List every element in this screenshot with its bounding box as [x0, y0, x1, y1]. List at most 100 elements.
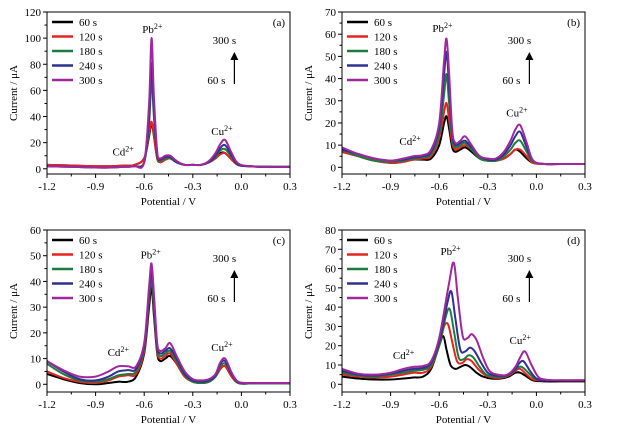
- chart-panel-1: -1.2 -0.9 -0.6 -0.3 0.0 0.3 0 20 40 60 80 100 120 Pot…: [8, 7, 297, 208]
- legend: 60 s 120 s 180 s 240 s 300 s: [347, 235, 398, 305]
- arrow-top-label: 300 s: [508, 253, 532, 265]
- x-tick-label: -1.2: [38, 181, 55, 193]
- series-line-60-s: [47, 122, 290, 168]
- arrow-bottom-label: 60 s: [502, 293, 520, 305]
- peak-label-pb: Pb2+: [142, 22, 163, 36]
- series-line-240-s: [342, 290, 585, 382]
- x-tick-label: 0.0: [530, 181, 544, 193]
- legend-label: 180 s: [374, 264, 398, 276]
- x-axis-label: Potential / V: [141, 414, 196, 426]
- arrow-top-label: 300 s: [213, 35, 237, 47]
- y-axis-label: Current / μA: [303, 65, 315, 121]
- y-tick-label: 0: [331, 162, 337, 174]
- series-lines: [47, 262, 290, 386]
- arrow-bottom-label: 60 s: [207, 75, 225, 87]
- y-tick-label: 0: [36, 164, 42, 176]
- y-tick-label: 60: [325, 264, 337, 276]
- legend-label: 240 s: [374, 279, 398, 291]
- series-line-300-s: [342, 37, 585, 166]
- legend-label: 120 s: [79, 32, 103, 44]
- panel-label: (c): [273, 235, 286, 247]
- series-line-240-s: [342, 50, 585, 166]
- x-tick-label: -0.9: [382, 399, 400, 411]
- x-axis-label: Potential / V: [436, 196, 491, 208]
- legend-label: 60 s: [374, 235, 392, 247]
- y-tick-label: 20: [30, 328, 42, 340]
- y-axis-label: Current / μA: [8, 283, 20, 339]
- arrow-up-icon: [230, 52, 239, 60]
- y-tick-label: 30: [325, 321, 337, 333]
- arrow-up-icon: [525, 270, 534, 278]
- y-tick-label: 10: [325, 360, 337, 372]
- arrow-bottom-label: 60 s: [502, 75, 520, 87]
- y-tick-label: 20: [325, 341, 337, 353]
- y-tick-label: 50: [325, 51, 337, 63]
- series-line-120-s: [47, 275, 290, 385]
- panel-label: (a): [273, 17, 286, 29]
- x-tick-label: 0.3: [283, 181, 297, 193]
- y-tick-label: 0: [331, 379, 337, 391]
- legend-label: 180 s: [79, 264, 103, 276]
- y-tick-label: 60: [325, 29, 337, 41]
- series-line-300-s: [342, 261, 585, 382]
- y-axis-label: Current / μA: [8, 65, 20, 121]
- legend: 60 s 120 s 180 s 240 s 300 s: [52, 235, 103, 305]
- y-tick-label: 60: [30, 85, 42, 97]
- y-tick-label: 40: [30, 112, 42, 124]
- legend-label: 180 s: [79, 46, 103, 58]
- peak-label-cd: Cd2+: [108, 345, 130, 359]
- peak-label-pb: Pb2+: [432, 21, 453, 35]
- peak-label-cu: Cu2+: [510, 333, 532, 347]
- y-tick-label: 50: [30, 251, 42, 263]
- series-line-120-s: [47, 120, 290, 168]
- series-line-60-s: [342, 335, 585, 383]
- y-tick-label: 10: [325, 140, 337, 152]
- legend-label: 300 s: [79, 75, 103, 87]
- y-tick-label: 20: [325, 118, 337, 130]
- x-tick-label: -1.2: [38, 399, 55, 411]
- peak-label-pb: Pb2+: [141, 247, 162, 261]
- y-tick-label: 10: [30, 354, 42, 366]
- y-tick-label: 40: [325, 74, 337, 86]
- y-tick-label: 80: [325, 225, 337, 237]
- chart-panel-2: -1.2 -0.9 -0.6 -0.3 0.0 0.3 0 10 20 30 40 50 60 70 Pot…: [303, 7, 592, 208]
- peak-label-pb: Pb2+: [440, 244, 461, 258]
- y-axis-label: Current / μA: [303, 283, 315, 339]
- legend-label: 300 s: [374, 293, 398, 305]
- arrow-up-icon: [525, 52, 534, 60]
- series-line-300-s: [47, 262, 290, 385]
- x-tick-label: 0.3: [578, 399, 592, 411]
- y-tick-label: 70: [325, 7, 337, 19]
- x-tick-label: -0.3: [479, 399, 497, 411]
- x-tick-label: -0.6: [430, 399, 448, 411]
- x-tick-label: 0.3: [578, 181, 592, 193]
- x-tick-label: -0.9: [87, 181, 105, 193]
- x-tick-label: -1.2: [333, 399, 350, 411]
- x-tick-label: -0.9: [382, 181, 400, 193]
- x-tick-label: -0.9: [87, 399, 105, 411]
- legend-label: 60 s: [374, 17, 392, 29]
- x-tick-label: -0.6: [135, 399, 153, 411]
- x-tick-label: -0.6: [430, 181, 448, 193]
- legend-label: 120 s: [374, 32, 398, 44]
- y-tick-label: 70: [325, 244, 337, 256]
- y-tick-label: 40: [30, 276, 42, 288]
- panel-label: (b): [567, 17, 580, 29]
- series-line-300-s: [47, 37, 290, 169]
- legend-label: 240 s: [374, 61, 398, 73]
- series-line-180-s: [342, 307, 585, 382]
- series-lines: [47, 37, 290, 169]
- legend-label: 60 s: [79, 235, 97, 247]
- arrow-top-label: 300 s: [213, 253, 237, 265]
- peak-label-cd: Cd2+: [112, 145, 134, 159]
- x-axis-label: Potential / V: [436, 414, 491, 426]
- legend-label: 300 s: [374, 75, 398, 87]
- series-line-120-s: [342, 322, 585, 382]
- series-lines: [342, 37, 585, 166]
- chart-panel-4: -1.2 -0.9 -0.6 -0.3 0.0 0.3 0 10 20 30 40 50 60 70 80 P…: [303, 225, 592, 426]
- x-axis-label: Potential / V: [141, 196, 196, 208]
- y-tick-label: 0: [36, 379, 42, 391]
- arrow-top-label: 300 s: [508, 35, 532, 47]
- x-tick-label: -0.3: [184, 399, 202, 411]
